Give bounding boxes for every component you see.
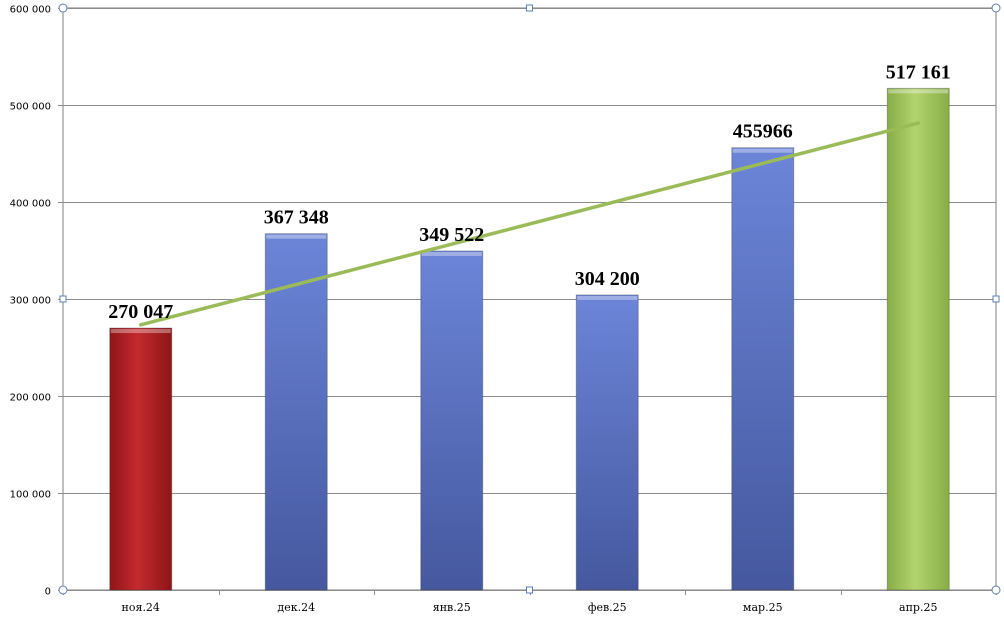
data-label: 367 348	[264, 207, 329, 229]
data-label: 270 047	[108, 301, 173, 323]
y-tick-label: 400 000	[10, 199, 51, 210]
bar-highlight	[732, 148, 793, 153]
y-tick-label: 500 000	[10, 102, 51, 113]
data-label: 304 200	[575, 268, 640, 290]
y-tick-label: 0	[45, 587, 51, 598]
bar	[264, 233, 328, 591]
x-tick-label: апр.25	[899, 601, 937, 614]
y-tick-label: 600 000	[10, 5, 51, 16]
resize-handle-side	[526, 4, 533, 12]
resize-handle-corner	[991, 585, 1001, 595]
bar-highlight	[421, 251, 482, 256]
bar	[109, 327, 173, 591]
bar	[575, 294, 639, 591]
resize-handle-corner	[991, 3, 1001, 13]
x-tick-label: мар.25	[743, 601, 783, 614]
x-tick-label: дек.24	[277, 601, 315, 614]
bar-highlight	[577, 295, 638, 300]
resize-handle-corner	[58, 3, 68, 13]
resize-handle-corner	[58, 585, 68, 595]
trendline	[139, 121, 920, 327]
bar	[420, 250, 484, 591]
resize-handle-side	[526, 586, 533, 594]
bar	[731, 147, 795, 591]
data-label: 349 522	[419, 224, 484, 246]
data-label: 455966	[733, 121, 793, 143]
bar-highlight	[888, 89, 949, 94]
data-label: 517 161	[886, 61, 951, 83]
resize-handle-side	[992, 295, 1000, 303]
y-tick-label: 200 000	[10, 393, 51, 404]
resize-handle-side	[59, 295, 67, 303]
y-tick-label: 300 000	[10, 296, 51, 307]
x-tick-label: фев.25	[588, 601, 627, 614]
x-tick-label: янв.25	[433, 601, 471, 614]
bar-highlight	[266, 234, 327, 239]
bar	[886, 87, 950, 591]
y-tick-label: 100 000	[10, 490, 51, 501]
x-tick-label: ноя.24	[122, 601, 160, 614]
bar-highlight	[110, 329, 171, 334]
